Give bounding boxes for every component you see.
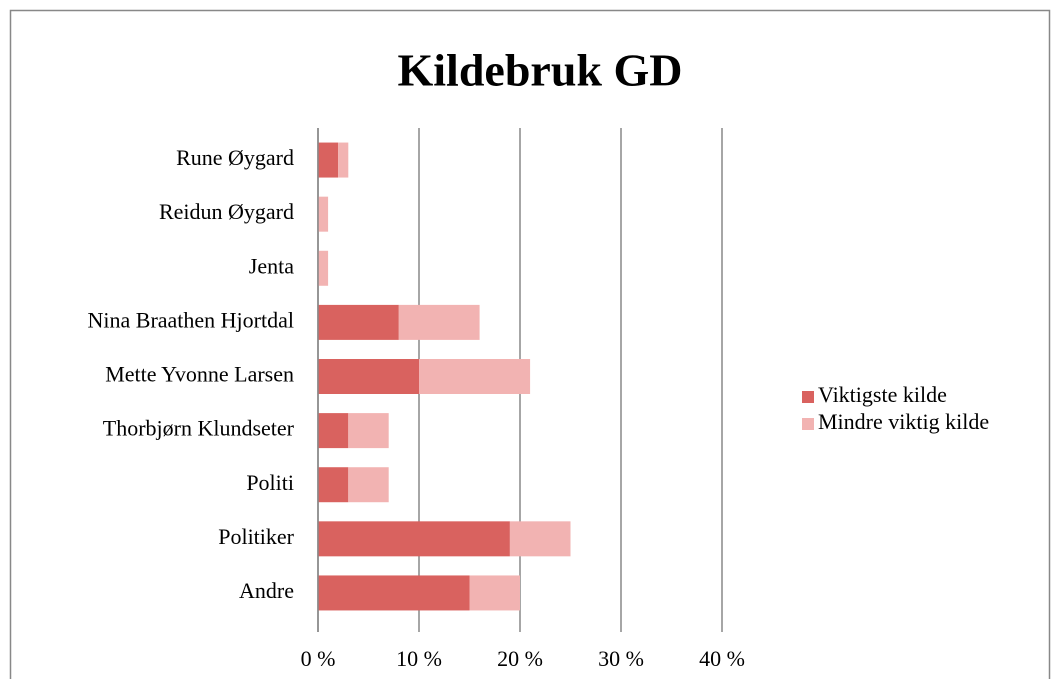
legend-swatch [802, 418, 814, 430]
y-tick-label: Politiker [218, 524, 294, 549]
chart-frame [9, 9, 1051, 679]
legend-label: Mindre viktig kilde [818, 409, 989, 434]
x-tick-label: 20 % [497, 646, 543, 671]
y-tick-label: Nina Braathen Hjortdal [88, 307, 295, 332]
bar [318, 359, 419, 394]
x-tick-label: 30 % [598, 646, 644, 671]
bar [318, 575, 470, 611]
bar [318, 413, 349, 449]
bar [348, 467, 389, 503]
y-tick-label: Reidun Øygard [159, 199, 294, 224]
bar [348, 413, 389, 449]
x-tick-label: 40 % [699, 646, 745, 671]
bar [469, 575, 520, 611]
y-tick-label: Politi [246, 470, 294, 495]
bar [419, 359, 531, 394]
x-tick-label: 10 % [396, 646, 442, 671]
y-tick-label: Mette Yvonne Larsen [105, 362, 294, 387]
bar [318, 142, 339, 178]
y-tick-label: Jenta [249, 253, 294, 278]
bar [509, 521, 571, 557]
y-tick-label: Thorbjørn Klundseter [103, 416, 295, 441]
y-tick-label: Rune Øygard [176, 145, 294, 170]
bar [318, 467, 349, 503]
bar [318, 196, 329, 232]
bar [318, 250, 329, 286]
bar [338, 142, 349, 178]
chart-title: Kildebruk GD [397, 45, 682, 96]
legend-swatch [802, 391, 814, 403]
legend-label: Viktigste kilde [818, 382, 947, 407]
y-tick-label: Andre [239, 578, 294, 603]
bar [398, 304, 480, 340]
bar [318, 304, 399, 340]
bar [318, 521, 510, 557]
x-tick-label: 0 % [301, 646, 336, 671]
